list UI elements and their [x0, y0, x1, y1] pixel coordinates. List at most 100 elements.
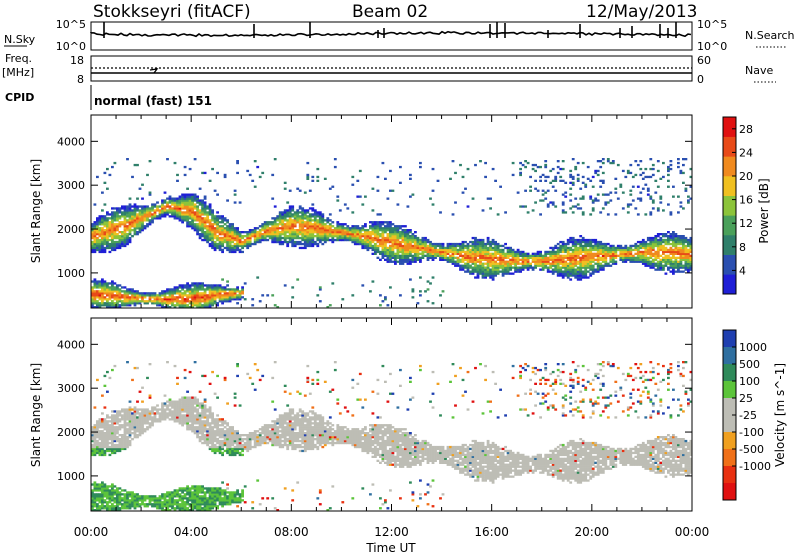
power-cell [273, 229, 277, 232]
power-cell [684, 268, 688, 271]
power-cell [376, 227, 380, 230]
power-cell [549, 270, 553, 273]
power-cell [318, 300, 322, 303]
velocity-cell [143, 420, 147, 423]
power-cell [193, 211, 197, 214]
power-cell [479, 266, 482, 269]
power-cell [258, 300, 262, 303]
power-cell [298, 223, 302, 226]
power-cell [429, 242, 432, 246]
velocity-cell [118, 495, 122, 498]
power-cell [163, 300, 167, 303]
power-cell [108, 304, 112, 307]
power-cell [594, 242, 598, 246]
power-cell [303, 221, 307, 224]
power-cell [351, 294, 355, 297]
power-cell [574, 165, 578, 169]
velocity-cell [98, 493, 102, 496]
power-cell [248, 235, 252, 238]
power-cell [106, 219, 109, 222]
power-cell [526, 260, 530, 263]
power-cell [253, 233, 257, 236]
power-cell [113, 236, 117, 240]
power-cell [529, 262, 532, 265]
power-cell [461, 266, 465, 269]
power-cell [118, 235, 122, 238]
power-cell [333, 229, 337, 232]
power-cell [636, 240, 640, 244]
power-cell [641, 187, 645, 190]
power-cell [218, 233, 222, 236]
power-cell [121, 213, 124, 216]
power-cell [499, 252, 502, 255]
power-cell [584, 272, 588, 275]
velocity-cell [103, 453, 107, 457]
power-cell [624, 256, 628, 259]
power-cell [439, 258, 442, 261]
power-cell [151, 296, 154, 299]
power-cell [644, 262, 648, 265]
power-cell [551, 252, 555, 255]
power-cell [181, 221, 184, 224]
power-cell [181, 213, 184, 216]
power-cell [381, 236, 385, 240]
power-cell [406, 244, 410, 248]
power-cell [667, 235, 670, 238]
power-cell [238, 231, 242, 234]
power-cell [121, 238, 124, 242]
power-cell [108, 233, 112, 236]
velocity-cell [98, 434, 102, 437]
power-cell [118, 246, 122, 250]
power-cell [639, 242, 643, 246]
power-cell [394, 227, 397, 230]
power-cell [151, 292, 154, 295]
power-cell [629, 171, 633, 175]
power-cell [644, 250, 648, 254]
power-cell [103, 219, 107, 222]
power-cell [636, 250, 640, 254]
power-cell [203, 209, 207, 212]
power-cell [641, 262, 645, 265]
velocity-cell [98, 495, 102, 498]
power-cell [168, 290, 172, 293]
velocity-cell [113, 505, 117, 508]
power-cell [667, 231, 670, 234]
power-cell [118, 236, 122, 240]
power-cell [486, 238, 490, 242]
power-cell [401, 240, 405, 244]
velocity-cell [131, 418, 134, 421]
power-cell [118, 292, 122, 295]
power-cell [153, 205, 157, 208]
power-cell [276, 231, 280, 234]
velocity-cell [111, 485, 114, 488]
power-cell [153, 302, 157, 305]
power-cell [98, 290, 102, 293]
power-cell [456, 260, 460, 263]
power-cell [559, 260, 563, 263]
power-cell [181, 304, 184, 307]
power-cell [91, 227, 94, 230]
power-cell [461, 264, 465, 267]
power-cell [404, 238, 407, 242]
power-cell [614, 254, 618, 257]
power-cell [556, 171, 560, 175]
power-cell [411, 290, 415, 293]
power-cell [103, 240, 107, 244]
power-cell [451, 252, 455, 255]
power-cell [599, 240, 603, 244]
power-cell [396, 236, 400, 240]
velocity-cell [133, 499, 137, 502]
power-cell [439, 248, 442, 252]
power-cell [641, 238, 645, 242]
power-cell [348, 236, 352, 240]
power-cell [394, 244, 397, 248]
velocity-cell [96, 378, 99, 382]
power-cell [191, 227, 194, 230]
power-cell [619, 183, 623, 186]
power-cell [266, 235, 270, 238]
power-cell [313, 235, 317, 238]
power-cell [333, 227, 337, 230]
power-cell [411, 233, 415, 236]
power-cell [238, 294, 242, 297]
velocity-cell [136, 412, 139, 415]
